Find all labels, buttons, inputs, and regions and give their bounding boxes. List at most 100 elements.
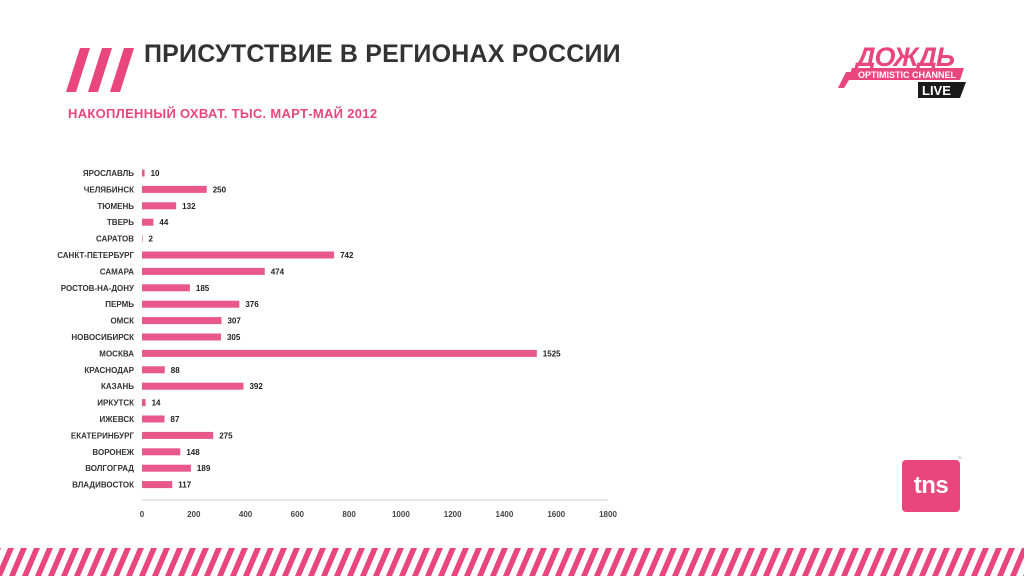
x-tick-label: 200 (187, 510, 201, 519)
bar (142, 218, 154, 226)
bottom-stripe (1010, 548, 1024, 576)
bottom-stripe (841, 548, 859, 576)
data-label: 14 (152, 399, 161, 408)
bottom-stripe (620, 548, 638, 576)
bottom-stripe (971, 548, 989, 576)
bar (142, 267, 265, 275)
x-tick-label: 1200 (444, 510, 462, 519)
x-tick-label: 1600 (547, 510, 565, 519)
bottom-stripe (373, 548, 391, 576)
x-tick-label: 600 (291, 510, 305, 519)
data-label: 250 (213, 185, 227, 194)
bar (142, 464, 191, 472)
bottom-stripe (854, 548, 872, 576)
bottom-stripe (633, 548, 651, 576)
data-label: 185 (196, 284, 210, 293)
bottom-stripes-decoration (0, 548, 1024, 576)
bottom-stripe (568, 548, 586, 576)
chart-subtitle: НАКОПЛЕННЫЙ ОХВАТ. ТЫС. МАРТ-МАЙ 2012 (68, 106, 378, 121)
category-label: ОМСК (110, 317, 134, 326)
bottom-stripe (906, 548, 924, 576)
bottom-stripe (230, 548, 248, 576)
data-label: 307 (227, 317, 241, 326)
category-label: НОВОСИБИРСК (71, 333, 134, 342)
bottom-stripe (152, 548, 170, 576)
bar (142, 415, 165, 423)
bottom-stripe (347, 548, 365, 576)
bottom-stripe (698, 548, 716, 576)
bar (142, 185, 207, 193)
bottom-stripe (490, 548, 508, 576)
bottom-stripe (243, 548, 261, 576)
bottom-stripe (815, 548, 833, 576)
bottom-stripe (997, 548, 1015, 576)
category-label: ВОРОНЕЖ (92, 448, 134, 457)
bottom-stripe (984, 548, 1002, 576)
bottom-stripe (958, 548, 976, 576)
bottom-stripe (581, 548, 599, 576)
bottom-stripe (165, 548, 183, 576)
bottom-stripe (724, 548, 742, 576)
data-label: 117 (178, 481, 191, 490)
bottom-stripe (750, 548, 768, 576)
bar (142, 333, 221, 341)
tns-logo: tns (902, 460, 960, 512)
category-label: ЕКАТЕРИНБУРГ (71, 431, 135, 440)
bottom-stripe (685, 548, 703, 576)
bottom-stripe (464, 548, 482, 576)
bottom-stripe (256, 548, 274, 576)
bottom-stripe (659, 548, 677, 576)
data-label: 392 (249, 382, 263, 391)
bottom-stripe (763, 548, 781, 576)
bottom-stripe (451, 548, 469, 576)
bottom-stripe (477, 548, 495, 576)
category-label: ИРКУТСК (97, 399, 134, 408)
bottom-stripe (48, 548, 66, 576)
bar (142, 202, 177, 210)
dozhd-logo-name: ДОЖДЬ (854, 42, 955, 72)
data-label: 88 (171, 366, 180, 375)
category-label: САМАРА (100, 267, 134, 276)
bar (142, 366, 165, 374)
category-label: КРАСНОДАР (84, 366, 134, 375)
bar (142, 431, 214, 439)
bottom-stripe (139, 548, 157, 576)
x-tick-label: 1000 (392, 510, 410, 519)
bottom-stripe (295, 548, 313, 576)
tns-logo-text: tns (913, 472, 949, 499)
bottom-stripe (308, 548, 326, 576)
bar (142, 399, 146, 407)
bar (142, 235, 143, 243)
category-label: ЯРОСЛАВЛЬ (83, 169, 134, 178)
data-label: 44 (159, 218, 168, 227)
bottom-stripe (360, 548, 378, 576)
dozhd-logo-tagline: OPTIMISTIC CHANNEL (858, 70, 957, 80)
x-tick-label: 1400 (496, 510, 514, 519)
bar (142, 251, 335, 259)
bottom-stripe (217, 548, 235, 576)
data-label: 2 (149, 235, 154, 244)
category-label: ИЖЕВСК (100, 415, 135, 424)
bottom-stripe (100, 548, 118, 576)
bar (142, 284, 190, 292)
bottom-stripe (893, 548, 911, 576)
category-label: КАЗАНЬ (101, 382, 134, 391)
bar (142, 317, 222, 325)
bottom-stripe (646, 548, 664, 576)
data-label: 189 (197, 464, 211, 473)
regional-reach-bar-chart: ЯРОСЛАВЛЬ 10 ЧЕЛЯБИНСК 250 ТЮМЕНЬ 132 ТВЕРЬ 44 С… (57, 169, 617, 519)
bottom-stripe (516, 548, 534, 576)
bottom-stripe (321, 548, 339, 576)
bottom-stripe (503, 548, 521, 576)
bar (142, 349, 537, 357)
bottom-stripe (555, 548, 573, 576)
bottom-stripe (542, 548, 560, 576)
x-tick-label: 1800 (599, 510, 617, 519)
category-label: РОСТОВ-НА-ДОНУ (61, 284, 135, 293)
bottom-stripe (529, 548, 547, 576)
category-label: САРАТОВ (96, 235, 134, 244)
bar (142, 300, 240, 308)
title-stripes-decoration (66, 48, 134, 92)
x-tick-label: 0 (140, 510, 145, 519)
bottom-stripe (22, 548, 40, 576)
